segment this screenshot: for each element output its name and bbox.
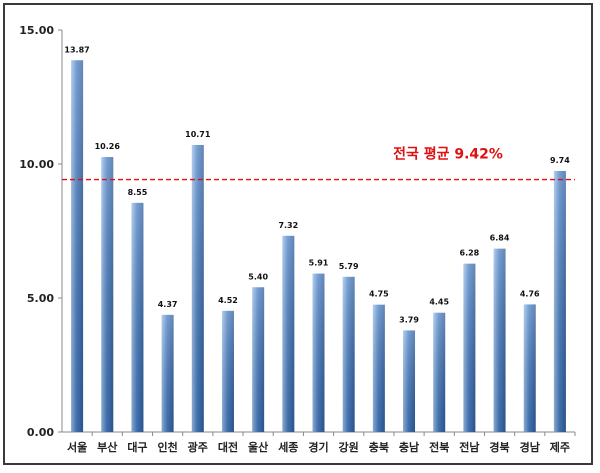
bar-shade [161, 314, 174, 432]
average-reference: 전국 평균 9.42% [62, 146, 575, 181]
category-label: 울산 [248, 440, 268, 454]
data-label: 4.75 [369, 290, 389, 299]
bar-shade [553, 170, 566, 432]
category-label: 충남 [399, 440, 419, 454]
category-label: 서울 [67, 440, 87, 454]
data-label: 10.71 [185, 130, 211, 139]
category-label: 대전 [218, 440, 238, 454]
category-label: 부산 [97, 440, 117, 454]
axes: 0.00 5.00 10.00 15.00 [19, 24, 576, 439]
data-label: 10.26 [95, 142, 121, 151]
y-tick-label: 10.00 [19, 158, 54, 171]
category-label: 세종 [278, 440, 298, 454]
y-tick-label: 5.00 [27, 292, 54, 305]
category-label: 대구 [127, 440, 147, 454]
bar-shade [372, 304, 385, 432]
bar-shade [463, 263, 476, 432]
data-labels: 13.87 10.26 8.55 4.37 10.71 4.52 5.40 7.32 5.91 5… [64, 45, 570, 324]
data-label: 9.74 [550, 156, 570, 165]
bar-shade [342, 276, 355, 432]
bar-shade [101, 157, 114, 433]
bar-shade [282, 235, 295, 432]
category-label: 충북 [369, 440, 389, 454]
bar-shade [493, 248, 506, 432]
bar-shade [191, 144, 204, 433]
bar-shade [403, 330, 416, 432]
bar-shade [523, 304, 536, 432]
data-label: 4.37 [158, 300, 178, 309]
category-label: 경북 [489, 440, 509, 454]
data-label: 4.76 [520, 289, 540, 298]
data-label: 4.52 [218, 296, 238, 305]
data-label: 5.40 [248, 272, 268, 281]
category-label: 광주 [188, 441, 208, 454]
category-labels: 서울 부산 대구 인천 광주 대전 울산 세종 경기 강원 충북 충남 전북 전남 경북 경남 제주 [67, 440, 570, 454]
data-label: 3.79 [399, 315, 419, 324]
category-label: 전북 [429, 440, 449, 454]
category-label: 제주 [550, 440, 570, 454]
average-label: 전국 평균 9.42% [393, 146, 503, 163]
category-label: 경남 [520, 440, 540, 454]
category-label: 강원 [339, 440, 359, 454]
data-label: 6.84 [490, 234, 510, 243]
bar-shade [312, 273, 325, 432]
bars [71, 60, 566, 433]
bar-shade [71, 60, 84, 433]
data-label: 5.79 [339, 262, 359, 271]
category-label: 전남 [459, 440, 479, 454]
data-label: 4.45 [429, 298, 449, 307]
y-tick-label: 0.00 [27, 426, 54, 439]
bar-shade [221, 310, 234, 432]
bar-shade [252, 287, 265, 432]
data-label: 13.87 [64, 45, 89, 54]
bar-shade [131, 202, 144, 432]
data-label: 6.28 [460, 249, 480, 258]
bar-shade [433, 312, 446, 432]
y-tick-label: 15.00 [19, 24, 54, 37]
data-label: 5.91 [309, 259, 329, 268]
category-label: 경기 [308, 440, 328, 454]
data-label: 8.55 [128, 188, 148, 197]
data-label: 7.32 [278, 221, 298, 230]
category-label: 인천 [157, 440, 177, 454]
